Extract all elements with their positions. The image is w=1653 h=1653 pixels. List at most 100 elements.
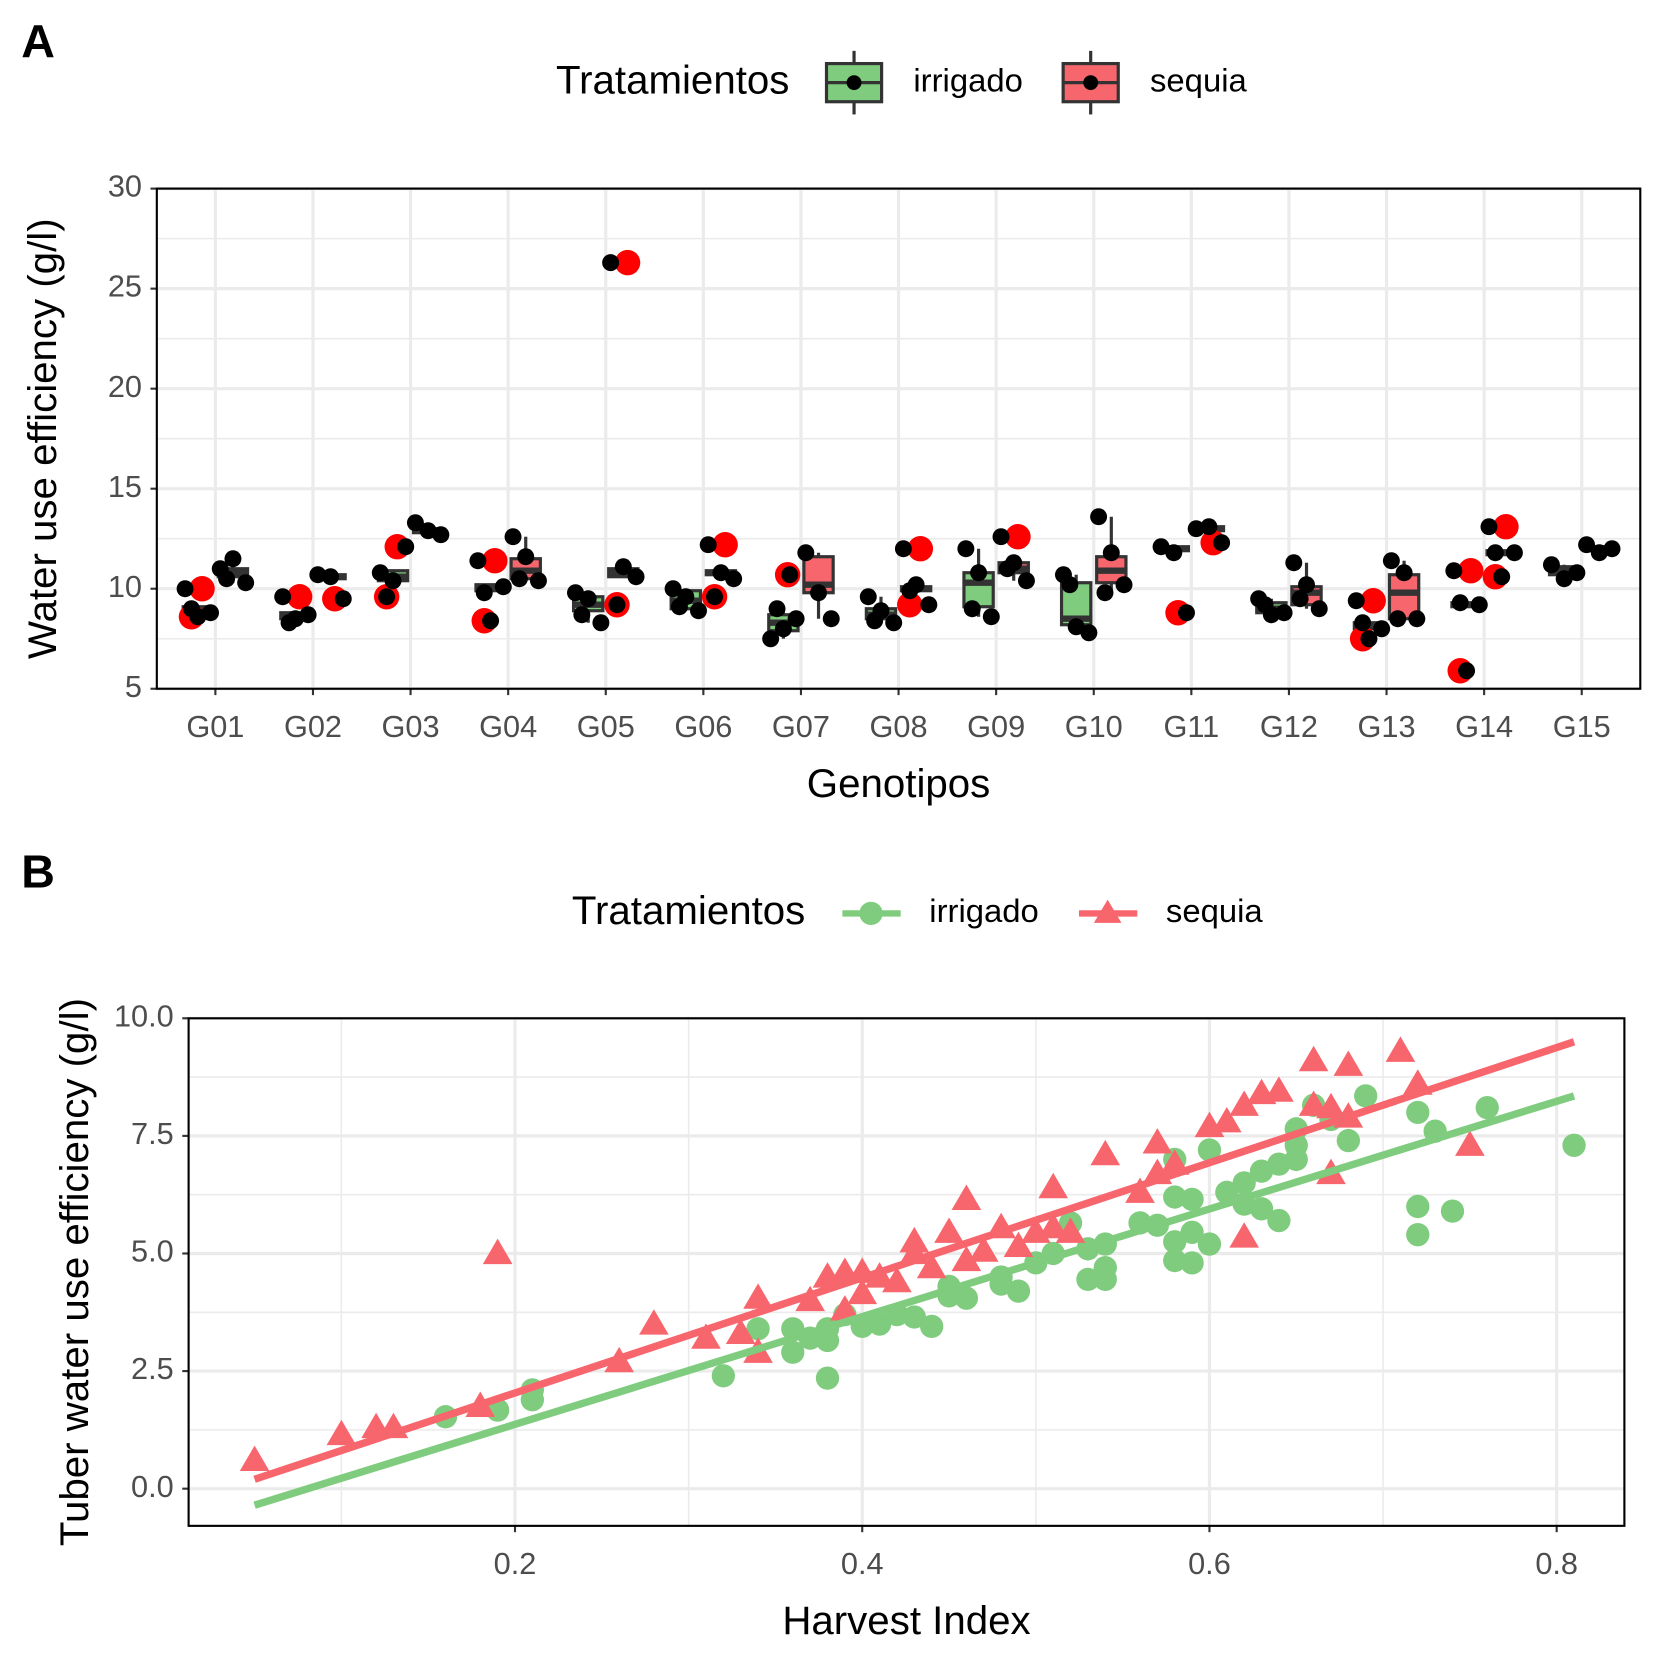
point xyxy=(218,570,236,588)
point xyxy=(1445,562,1463,580)
point xyxy=(998,560,1016,578)
x-tick-label: 0.2 xyxy=(494,1546,537,1581)
point xyxy=(1475,1096,1499,1120)
point xyxy=(1298,1045,1329,1072)
point xyxy=(1480,518,1498,536)
panel-label: A xyxy=(21,15,55,67)
x-tick-label: G11 xyxy=(1163,709,1219,744)
point xyxy=(901,582,919,600)
point xyxy=(1076,1267,1100,1292)
point xyxy=(787,610,805,628)
point xyxy=(482,612,500,630)
legend-point xyxy=(859,901,883,926)
x-tick-label: 0.6 xyxy=(1188,1546,1231,1581)
point xyxy=(725,1318,756,1345)
point xyxy=(639,1309,669,1335)
point xyxy=(1505,544,1523,562)
point xyxy=(664,580,682,598)
point xyxy=(1163,1230,1187,1254)
point xyxy=(1211,1106,1242,1133)
point xyxy=(1275,604,1293,622)
point xyxy=(963,600,981,618)
x-tick-label: G07 xyxy=(772,709,830,744)
outlier xyxy=(1360,588,1386,614)
point xyxy=(627,568,645,586)
outlier xyxy=(1458,558,1484,584)
point xyxy=(1038,1212,1069,1239)
point xyxy=(762,630,780,648)
point xyxy=(1200,518,1218,536)
point xyxy=(1003,1231,1034,1258)
point xyxy=(432,526,450,544)
point xyxy=(371,564,389,582)
point xyxy=(951,1184,982,1210)
point xyxy=(815,1366,840,1390)
point xyxy=(1590,544,1608,562)
point xyxy=(494,578,512,596)
y-tick-label: 7.5 xyxy=(131,1116,174,1151)
point xyxy=(1256,596,1274,614)
x-tick-label: G12 xyxy=(1260,709,1318,744)
point xyxy=(743,1283,773,1309)
point xyxy=(176,580,194,598)
legend-label: sequia xyxy=(1166,892,1263,929)
point xyxy=(1333,1050,1364,1076)
point xyxy=(1197,1232,1222,1256)
point xyxy=(579,590,597,608)
point xyxy=(768,600,786,618)
point xyxy=(1264,1076,1294,1102)
point xyxy=(1090,508,1108,526)
point xyxy=(1493,568,1511,586)
point xyxy=(781,1340,805,1364)
point xyxy=(822,610,840,628)
y-axis-title: Water use efficiency (g/l) xyxy=(20,218,65,659)
point xyxy=(1389,610,1407,628)
y-tick-label: 5.0 xyxy=(131,1234,174,1269)
point xyxy=(691,1323,721,1349)
point xyxy=(384,572,402,590)
point xyxy=(712,564,730,582)
point xyxy=(1229,1222,1260,1248)
point xyxy=(182,600,200,618)
point xyxy=(239,1445,270,1472)
point xyxy=(469,552,487,570)
point xyxy=(1125,1177,1155,1203)
outlier xyxy=(614,249,641,276)
panel-label: B xyxy=(21,846,55,898)
point xyxy=(1486,544,1504,562)
point xyxy=(1229,1090,1260,1116)
point xyxy=(614,558,632,576)
point xyxy=(1603,540,1621,558)
point xyxy=(1038,1172,1069,1199)
plot-border xyxy=(187,1017,1626,1527)
point xyxy=(1336,1128,1361,1153)
point xyxy=(847,1278,878,1305)
point xyxy=(1213,534,1231,552)
x-tick-label: G04 xyxy=(479,709,537,744)
point xyxy=(602,254,620,272)
legend-title: Tratamientos xyxy=(556,57,789,102)
point xyxy=(1562,1133,1586,1157)
point xyxy=(419,522,437,540)
legend-title: Tratamientos xyxy=(572,888,805,933)
point xyxy=(1180,1187,1204,1212)
point xyxy=(1408,610,1426,628)
point xyxy=(475,584,493,602)
point xyxy=(867,1312,892,1336)
point xyxy=(920,1314,944,1339)
point xyxy=(1406,1223,1430,1247)
point xyxy=(992,528,1010,546)
point xyxy=(1080,624,1098,642)
legend-point xyxy=(1093,899,1122,923)
trend-line xyxy=(253,1092,1576,1509)
point xyxy=(406,514,424,532)
point xyxy=(1298,1090,1329,1116)
point xyxy=(1093,1267,1117,1292)
point xyxy=(573,606,591,624)
x-tick-label: G06 xyxy=(674,709,732,744)
point xyxy=(1165,544,1183,562)
point xyxy=(334,590,352,608)
point xyxy=(830,1295,860,1321)
point xyxy=(567,584,584,602)
